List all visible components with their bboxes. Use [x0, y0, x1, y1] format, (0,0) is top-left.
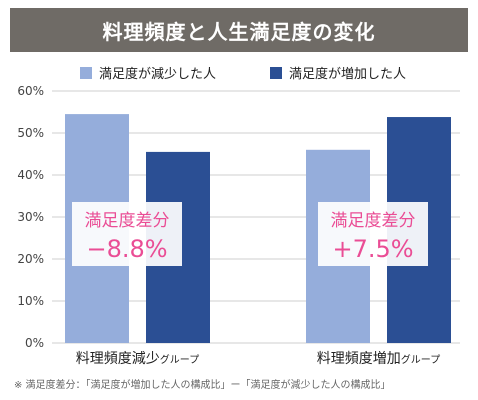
y-tick-label: 10%: [17, 294, 44, 308]
category-suffix: グループ: [160, 353, 199, 366]
annotation-label: 満足度差分: [331, 211, 416, 231]
annotation-label: 満足度差分: [85, 211, 170, 231]
x-category-label: 料理頻度減少グループ: [76, 350, 199, 367]
y-tick-label: 20%: [17, 252, 44, 266]
category-suffix: グループ: [401, 353, 440, 366]
x-category-label: 料理頻度増加グループ: [317, 351, 440, 367]
footnote: ※ 満足度差分：「満足度が増加した人の構成比」ー「満足度が減少した人の構成比」: [14, 380, 391, 391]
y-tick-label: 40%: [17, 168, 44, 182]
annotation-box: [318, 202, 428, 266]
annotation-box: [72, 202, 182, 266]
legend-label: 満足度が増加した人: [289, 66, 406, 82]
y-tick-label: 0%: [25, 336, 44, 350]
legend-swatch: [80, 67, 92, 79]
y-tick-label: 60%: [17, 84, 44, 98]
category-main: 料理頻度減少: [76, 350, 160, 367]
page-title: 料理頻度と人生満足度の変化: [102, 19, 376, 44]
annotation-value: +7.5%: [332, 235, 413, 263]
annotation-value: −8.8%: [86, 235, 167, 263]
y-tick-label: 50%: [17, 126, 44, 140]
category-main: 料理頻度増加: [317, 351, 401, 367]
legend-label: 満足度が減少した人: [99, 66, 216, 82]
chart-container: 0% 10% 20% 30% 40% 50% 60% 料理頻度減少グループ 料理頻度増加グループ…: [10, 62, 468, 372]
bar-chart: 0%10%20%30%40%50%60%料理頻度減少グループ 料理頻度増加グループ…: [17, 66, 460, 367]
title-banner: 料理頻度と人生満足度の変化: [10, 8, 468, 52]
legend-swatch: [270, 67, 282, 79]
y-tick-label: 30%: [17, 210, 44, 224]
